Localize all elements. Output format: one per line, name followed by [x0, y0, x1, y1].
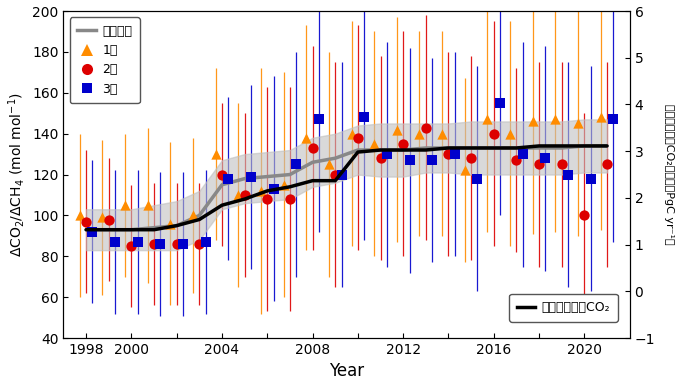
Point [585, 176, 596, 182]
Point [359, 114, 370, 120]
Point [443, 151, 454, 157]
Point [527, 119, 538, 125]
X-axis label: Year: Year [329, 362, 364, 381]
Point [375, 155, 386, 161]
Point [87, 229, 98, 235]
Point [210, 151, 221, 157]
Point [511, 157, 522, 163]
Point [427, 157, 438, 163]
Point [142, 202, 153, 208]
Point [608, 116, 619, 122]
Point [268, 186, 279, 192]
Point [573, 120, 583, 127]
Point [449, 151, 460, 157]
Point [245, 173, 256, 179]
Point [155, 241, 166, 247]
Point [459, 168, 470, 174]
Point [301, 135, 311, 141]
Point [313, 116, 324, 122]
Point [346, 130, 357, 137]
Point [120, 202, 131, 208]
Point [336, 171, 347, 178]
Point [579, 212, 590, 218]
Y-axis label: $\Delta$CO$_2$/$\Delta$CH$_4$ (mol mol$^{-1}$): $\Delta$CO$_2$/$\Delta$CH$_4$ (mol mol$^… [5, 92, 27, 257]
Point [550, 116, 561, 122]
Point [562, 171, 573, 178]
Point [517, 151, 528, 157]
Point [262, 196, 273, 202]
Point [149, 241, 160, 247]
Point [466, 155, 477, 161]
Point [381, 151, 392, 157]
Point [352, 135, 363, 141]
Point [420, 124, 431, 130]
Point [239, 192, 250, 198]
Point [505, 130, 515, 137]
Point [200, 239, 211, 245]
Point [97, 214, 108, 220]
Point [494, 100, 505, 106]
Point [595, 114, 606, 120]
Point [437, 130, 447, 137]
Point [291, 161, 302, 168]
Legend: 化石燃料起源CO₂: 化石燃料起源CO₂ [509, 294, 617, 322]
Point [392, 127, 403, 133]
Point [165, 220, 176, 227]
Point [324, 161, 335, 168]
Point [482, 116, 493, 122]
Point [330, 171, 341, 178]
Point [177, 241, 188, 247]
Point [472, 176, 483, 182]
Point [398, 141, 409, 147]
Point [404, 157, 415, 163]
Point [74, 212, 85, 218]
Point [284, 196, 295, 202]
Point [414, 130, 425, 137]
Point [171, 241, 182, 247]
Point [103, 217, 114, 223]
Point [307, 145, 318, 151]
Point [556, 161, 567, 168]
Y-axis label: 化石燃料起源CO₂排出量（PgC yr⁻¹）: 化石燃料起源CO₂排出量（PgC yr⁻¹） [664, 104, 675, 245]
Point [256, 188, 267, 194]
Point [369, 141, 379, 147]
Point [223, 176, 234, 182]
Point [81, 218, 92, 225]
Point [534, 161, 545, 168]
Point [540, 155, 551, 161]
Point [126, 243, 137, 249]
Point [188, 212, 199, 218]
Point [602, 161, 613, 168]
Point [133, 239, 143, 245]
Point [216, 171, 227, 178]
Point [278, 182, 289, 188]
Point [488, 130, 499, 137]
Point [109, 239, 120, 245]
Point [233, 192, 243, 198]
Point [194, 241, 205, 247]
